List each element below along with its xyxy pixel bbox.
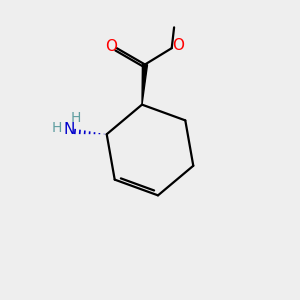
Text: O: O	[105, 39, 117, 54]
Polygon shape	[142, 64, 148, 105]
Text: N: N	[64, 122, 75, 137]
Text: O: O	[172, 38, 184, 53]
Text: H: H	[52, 121, 62, 135]
Text: H: H	[71, 112, 81, 125]
